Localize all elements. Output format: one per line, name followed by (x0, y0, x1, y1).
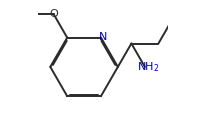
Text: NH$_2$: NH$_2$ (137, 61, 160, 75)
Text: O: O (49, 9, 58, 19)
Text: N: N (98, 32, 107, 42)
